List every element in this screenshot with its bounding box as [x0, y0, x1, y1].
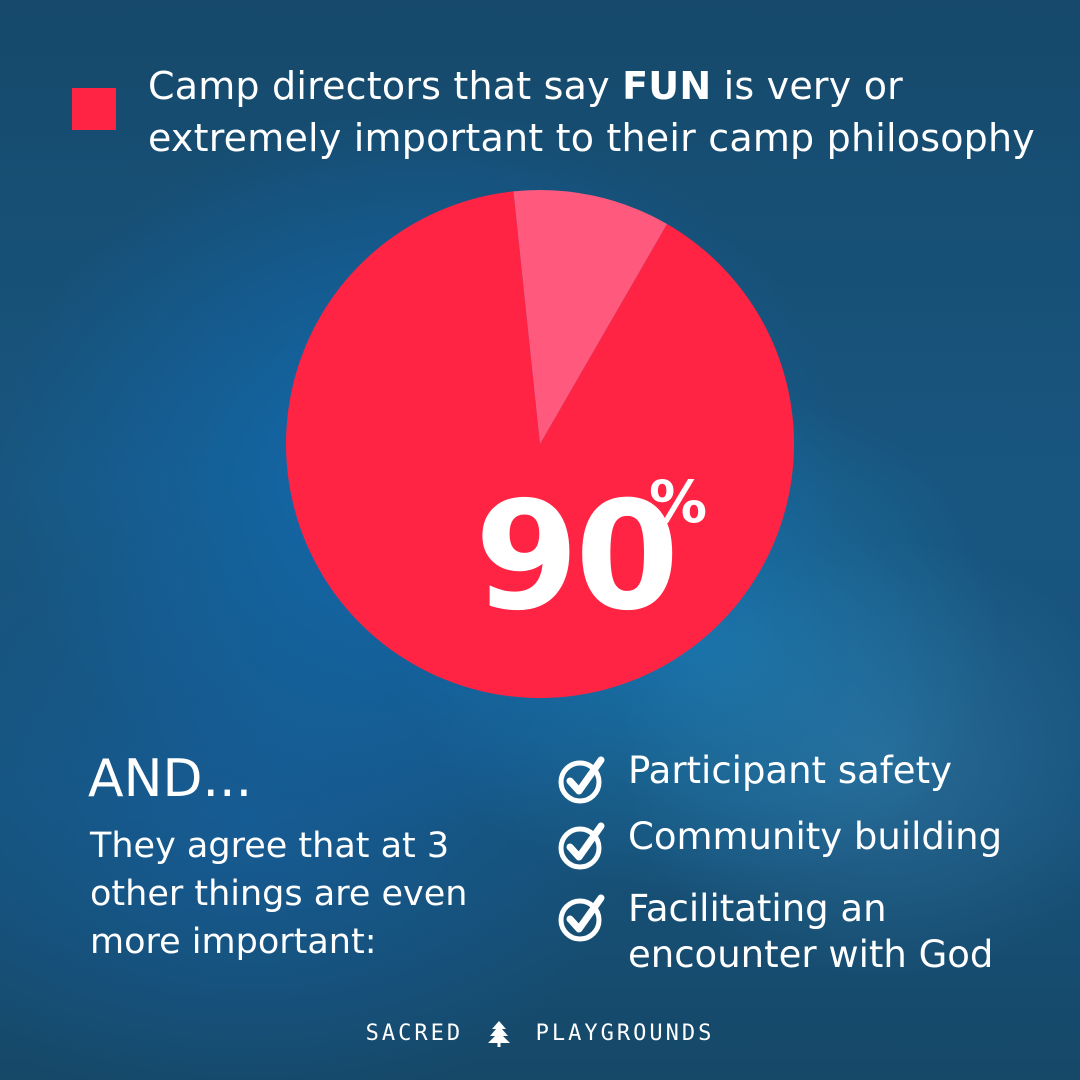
checklist-item-label: Community building [628, 815, 1003, 858]
legend-swatch [72, 88, 116, 130]
and-description: They agree that at 3 other things are ev… [90, 826, 468, 962]
pie-slice-major [285, 191, 794, 698]
brand-word-right: PLAYGROUNDS [535, 1021, 715, 1046]
tree-icon [488, 1021, 511, 1047]
and-heading: AND... [88, 749, 253, 809]
check-circle-icon [558, 756, 605, 804]
legend-text-bold: FUN [622, 64, 712, 108]
brand-footer: SACRED PLAYGROUNDS [0, 1020, 1080, 1048]
checklist-item-label: Participant safety [628, 749, 952, 792]
pie-data-label: 90 [475, 470, 676, 644]
brand-word-left: SACRED [365, 1021, 464, 1046]
pie-slice-minor [513, 189, 667, 444]
pie-data-label-unit: % [649, 468, 707, 536]
check-circle-icon [558, 822, 605, 870]
check-circle-icon [558, 894, 605, 942]
legend-text: Camp directors that say FUN is very or e… [148, 64, 1035, 160]
checklist-item-label: Facilitating an encounter with God [628, 887, 994, 976]
